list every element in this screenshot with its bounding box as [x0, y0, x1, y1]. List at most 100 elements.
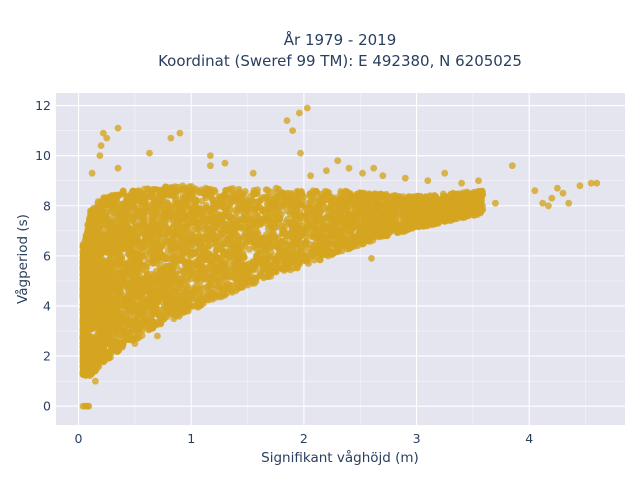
scatter-point: [346, 223, 353, 230]
scatter-point: [179, 225, 186, 232]
scatter-point: [460, 211, 467, 218]
scatter-point: [241, 210, 248, 217]
scatter-point: [179, 268, 186, 275]
scatter-point: [129, 308, 136, 315]
scatter-point: [185, 265, 192, 272]
scatter-point: [218, 213, 225, 220]
scatter-point: [144, 224, 151, 231]
scatter-point: [99, 269, 106, 276]
scatter-point: [253, 253, 260, 260]
scatter-point: [376, 208, 383, 215]
scatter-point: [216, 193, 223, 200]
scatter-point: [185, 221, 192, 228]
scatter-point: [347, 191, 354, 198]
scatter-point: [291, 265, 298, 272]
scatter-point: [101, 357, 108, 364]
scatter-point: [220, 264, 227, 271]
scatter-point: [135, 302, 142, 309]
scatter-point: [160, 254, 167, 261]
scatter-point: [109, 224, 116, 231]
scatter-point: [128, 199, 135, 206]
scatter-point: [344, 207, 351, 214]
scatter-point: [284, 191, 291, 198]
scatter-point: [165, 210, 172, 217]
scatter-point: [144, 271, 151, 278]
scatter-point: [324, 188, 331, 195]
scatter-point: [194, 300, 201, 307]
scatter-point: [196, 245, 203, 252]
scatter-point: [134, 269, 141, 276]
scatter-point: [192, 263, 199, 270]
scatter-point: [311, 257, 318, 264]
scatter-point: [100, 295, 107, 302]
scatter-point: [134, 208, 141, 215]
chart-title-line-2: Koordinat (Sweref 99 TM): E 492380, N 62…: [158, 52, 522, 70]
scatter-point: [128, 228, 135, 235]
scatter-point: [135, 312, 142, 319]
scatter-point: [272, 207, 279, 214]
scatter-point: [92, 367, 99, 374]
scatter-point: [246, 246, 253, 253]
scatter-point: [440, 191, 447, 198]
scatter-point: [157, 293, 164, 300]
scatter-point: [225, 249, 232, 256]
scatter-point: [196, 232, 203, 239]
scatter-point: [263, 258, 270, 265]
scatter-point: [180, 274, 187, 281]
scatter-point: [105, 231, 112, 238]
scatter-point: [124, 240, 131, 247]
scatter-point: [311, 203, 318, 210]
scatter-point: [254, 186, 261, 193]
scatter-point: [299, 257, 306, 264]
chart-title: År 1979 - 2019 Koordinat (Sweref 99 TM):…: [158, 30, 522, 70]
scatter-point: [202, 187, 209, 194]
scatter-point: [144, 260, 151, 267]
scatter-point: [128, 269, 135, 276]
scatter-point: [149, 194, 156, 201]
scatter-point: [118, 272, 125, 279]
scatter-point: [179, 215, 186, 222]
scatter-point: [123, 282, 130, 289]
scatter-point: [253, 275, 260, 282]
scatter-point: [165, 227, 172, 234]
scatter-point: [205, 222, 212, 229]
scatter-point: [245, 273, 252, 280]
scatter-point: [115, 292, 122, 299]
scatter-point: [337, 188, 344, 195]
scatter-point: [213, 267, 220, 274]
scatter-point: [254, 242, 261, 249]
scatter-point: [196, 221, 203, 228]
scatter-point: [168, 294, 175, 301]
scatter-point: [177, 284, 184, 291]
scatter-point: [107, 239, 114, 246]
scatter-point: [403, 218, 410, 225]
scatter-point: [292, 221, 299, 228]
scatter-point: [399, 196, 406, 203]
scatter-point: [192, 293, 199, 300]
scatter-point: [450, 190, 457, 197]
scatter-point: [149, 297, 156, 304]
scatter-point: [265, 217, 272, 224]
scatter-point: [265, 207, 272, 214]
scatter-point: [111, 321, 118, 328]
scatter-point: [139, 289, 146, 296]
scatter-point: [420, 203, 427, 210]
scatter-point: [336, 200, 343, 207]
scatter-point: [235, 285, 242, 292]
scatter-point: [238, 261, 245, 268]
scatter-point: [201, 285, 208, 292]
scatter-point: [228, 282, 235, 289]
scatter-point: [470, 191, 477, 198]
scatter-point: [244, 230, 251, 237]
scatter-point: [167, 191, 174, 198]
scatter-point: [323, 217, 330, 224]
scatter-point: [141, 208, 148, 215]
scatter-point: [203, 231, 210, 238]
scatter-point: [188, 213, 195, 220]
scatter-point: [151, 219, 158, 226]
scatter-point: [154, 271, 161, 278]
scatter-point: [382, 222, 389, 229]
scatter-point: [222, 277, 229, 284]
